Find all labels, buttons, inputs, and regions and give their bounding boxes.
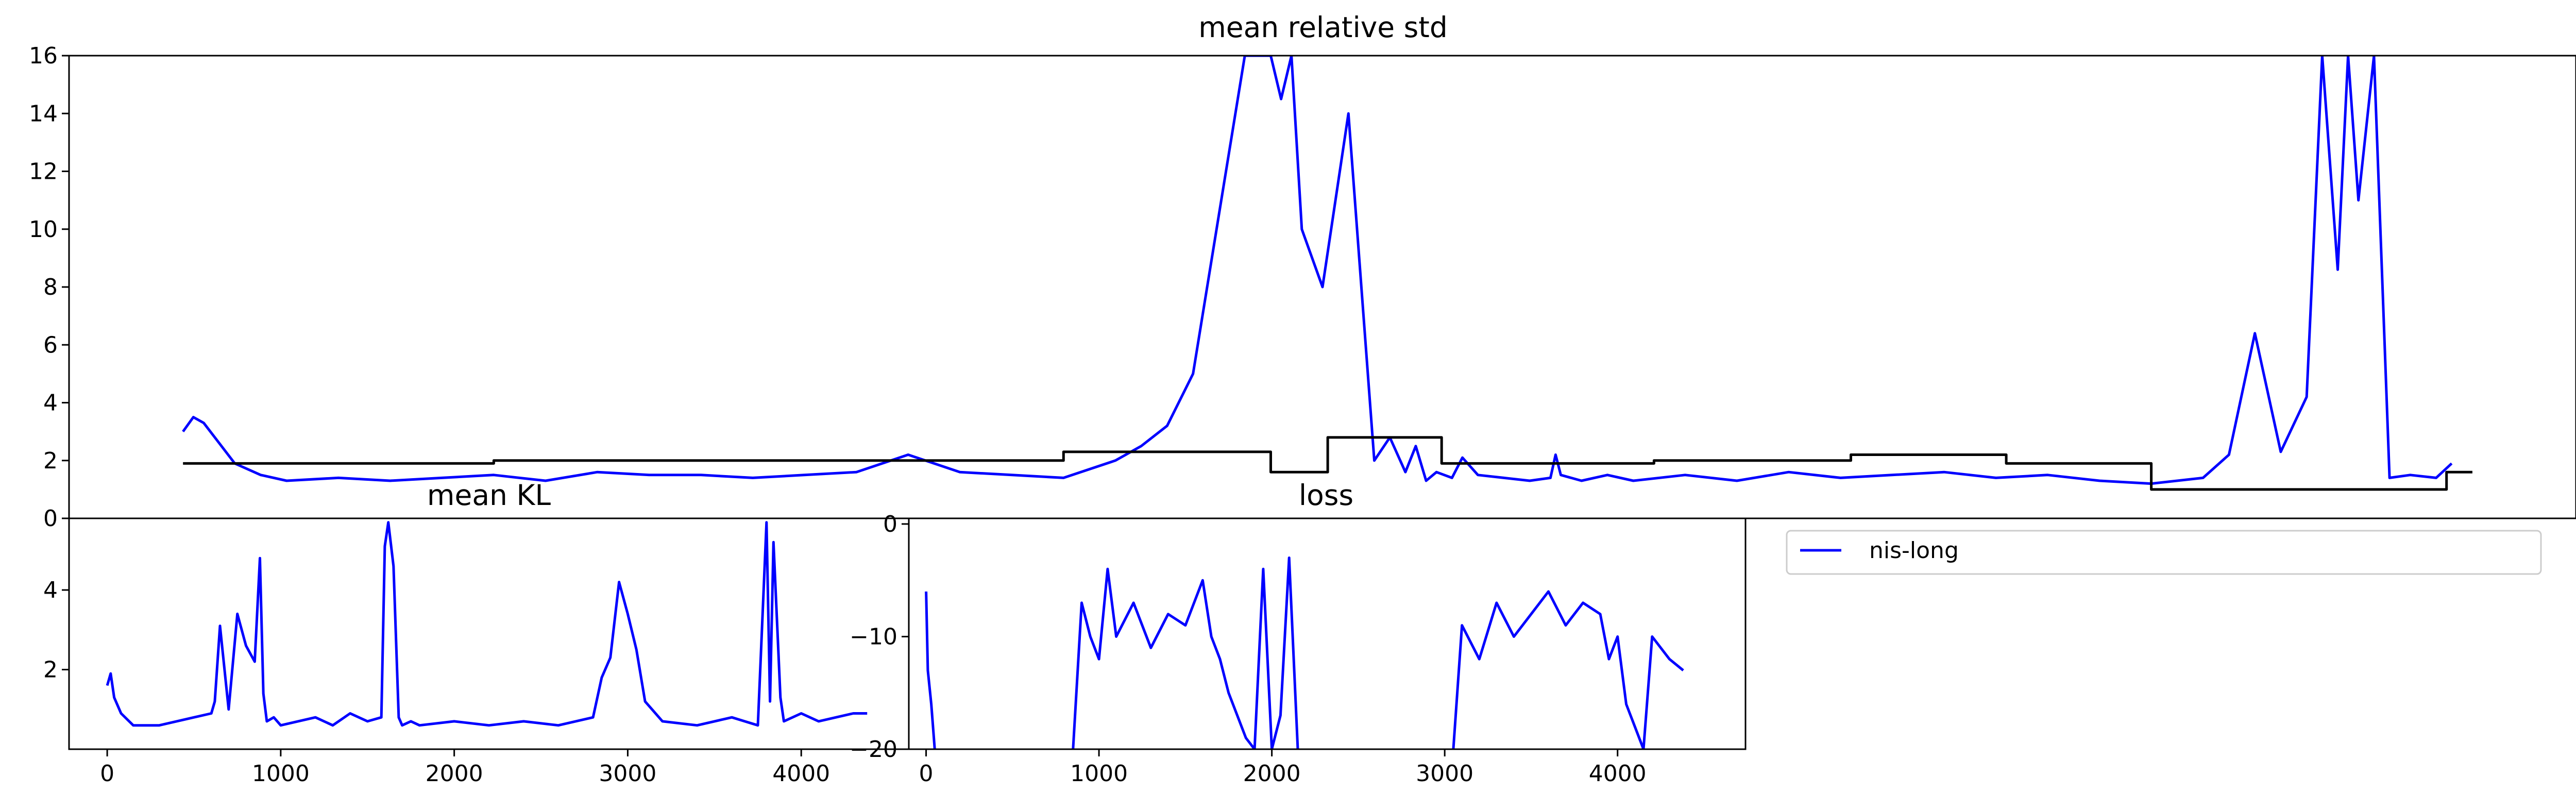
loss-x-tick-label: 4000 (1589, 761, 1647, 787)
mean-kl-y-tick-label: 2 (43, 657, 58, 683)
mean-kl-x-tick-label: 4000 (772, 761, 830, 787)
mean-kl-title: mean KL (427, 479, 551, 512)
top-y-tick-label: 8 (43, 274, 58, 300)
loss-x-tick-label: 3000 (1416, 761, 1473, 787)
legend-label: nis-long (1869, 537, 1959, 564)
mean-kl-y-tick-label: 4 (43, 577, 58, 603)
loss-y-tick-label: −10 (850, 623, 897, 650)
loss-series-line-2 (1452, 590, 1684, 749)
mean-kl-x-tick-label: 2000 (426, 761, 483, 787)
top-y-tick-label: 14 (29, 100, 58, 127)
loss-plot-area (925, 556, 1684, 749)
loss-ticks: 0 −10 −20 0 1000 2000 3000 4000 (850, 511, 1647, 787)
mean-kl-plot: 2 4 0 1000 2000 3000 4000 mean KL (43, 479, 910, 787)
loss-y-tick-label: −20 (850, 736, 897, 763)
loss-x-tick-label: 1000 (1070, 761, 1128, 787)
mean-kl-plot-area (106, 521, 868, 727)
top-plot-area (182, 56, 2472, 491)
top-series-line-0 (182, 56, 2453, 485)
loss-y-tick-label: 0 (883, 511, 897, 537)
mean-kl-x-tick-label: 0 (100, 761, 114, 787)
loss-series-line-0 (925, 591, 936, 749)
loss-series-line-1 (1072, 556, 1299, 749)
loss-title: loss (1299, 479, 1353, 512)
top-y-tick-label: 16 (29, 43, 58, 69)
mean-kl-series-line-0 (106, 521, 868, 727)
top-y-tick-label: 4 (43, 390, 58, 416)
mean-kl-x-tick-label: 1000 (252, 761, 310, 787)
top-y-tick-label: 12 (29, 159, 58, 185)
legend-box (1786, 530, 2542, 575)
loss-x-tick-label: 0 (919, 761, 934, 787)
top-y-tick-label: 6 (43, 332, 58, 358)
mean-kl-ticks: 2 4 0 1000 2000 3000 4000 (43, 577, 830, 787)
top-y-tick-label: 0 (43, 505, 58, 532)
top-y-tick-label: 10 (29, 216, 58, 243)
top-series-line-1 (183, 436, 2472, 491)
top-plot-title: mean relative std (1198, 11, 1448, 44)
top-y-tick-label: 2 (43, 448, 58, 474)
legend-panel: nis-long (1744, 518, 2542, 749)
top-y-ticks: 0 2 4 6 8 10 12 14 16 (29, 43, 69, 532)
top-plot: mean relative std 0 2 4 6 8 10 12 14 16 (29, 11, 2576, 532)
loss-x-tick-label: 2000 (1243, 761, 1301, 787)
mean-kl-x-tick-label: 3000 (599, 761, 656, 787)
